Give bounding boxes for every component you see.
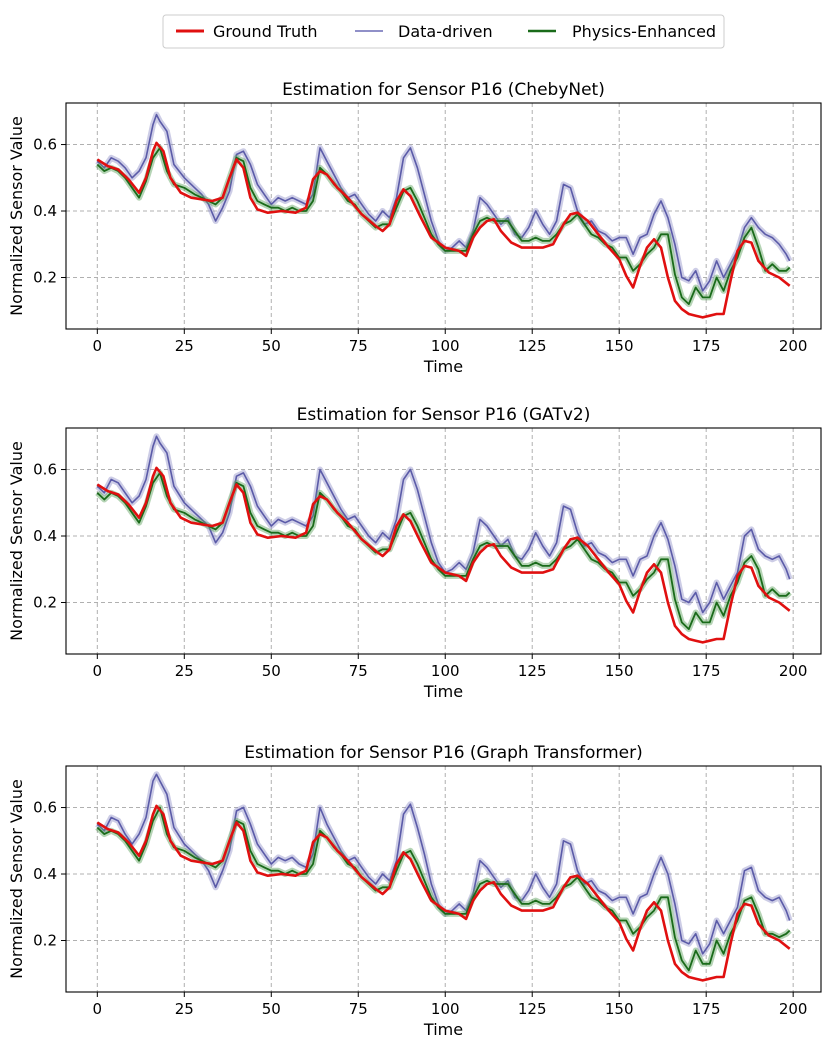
x-tick-label: 100: [431, 1000, 460, 1018]
x-tick-label: 100: [431, 337, 460, 355]
y-axis-label: Normalized Sensor Value: [7, 779, 26, 979]
series-band-data-driven: [95, 771, 793, 957]
y-tick-label: 0.2: [33, 593, 57, 611]
x-tick-label: 0: [93, 1000, 103, 1018]
y-tick-label: 0.2: [33, 268, 57, 286]
x-axis-label: Time: [423, 1020, 463, 1039]
legend-label-data-driven: Data-driven: [398, 22, 493, 41]
x-tick-label: 100: [431, 662, 460, 680]
legend-label-physics-enhanced: Physics-Enhanced: [572, 22, 716, 41]
y-tick-label: 0.2: [33, 931, 57, 949]
x-tick-label: 0: [93, 662, 103, 680]
legend-frame: [162, 14, 725, 49]
x-tick-label: 150: [605, 337, 634, 355]
x-tick-label: 75: [349, 662, 368, 680]
y-tick-label: 0.6: [33, 461, 57, 479]
grid: [66, 428, 821, 654]
y-axis-label: Normalized Sensor Value: [7, 441, 26, 641]
y-tick-label: 0.4: [33, 527, 57, 545]
y-tick-label: 0.6: [33, 799, 57, 817]
legend: Ground Truth Data-driven Physics-Enhance…: [162, 14, 725, 49]
plot-frame: [65, 102, 822, 330]
x-axis-label: Time: [423, 357, 463, 376]
grid: [66, 103, 821, 329]
x-tick-label: 200: [779, 337, 808, 355]
x-axis-label: Time: [423, 682, 463, 701]
series-line-ground-truth: [96, 466, 791, 644]
series-line-physics-enhanced: [96, 471, 791, 630]
x-tick-label: 0: [93, 337, 103, 355]
legend-label-ground-truth: Ground Truth: [213, 22, 318, 41]
x-tick-label: 175: [692, 662, 721, 680]
chart-title: Estimation for Sensor P16 (Graph Transfo…: [244, 743, 643, 763]
x-tick-label: 125: [518, 337, 547, 355]
series-band-physics-enhanced: [95, 804, 792, 974]
chart-panel-3: Estimation for Sensor P16 (Graph Transfo…: [7, 743, 822, 1039]
x-tick-label: 150: [605, 1000, 634, 1018]
x-tick-label: 200: [779, 662, 808, 680]
grid: [66, 766, 821, 992]
series-line-physics-enhanced: [96, 146, 791, 306]
series-line-ground-truth: [96, 141, 791, 319]
x-tick-label: 25: [175, 1000, 194, 1018]
x-tick-label: 75: [349, 337, 368, 355]
x-tick-label: 125: [518, 1000, 547, 1018]
y-axis-label: Normalized Sensor Value: [7, 116, 26, 316]
series-line-physics-enhanced: [96, 806, 791, 972]
series-band-physics-enhanced: [95, 469, 792, 633]
x-tick-label: 50: [262, 662, 281, 680]
series-line-ground-truth: [96, 804, 791, 982]
x-tick-label: 175: [692, 337, 721, 355]
chart-title: Estimation for Sensor P16 (GATv2): [297, 405, 591, 425]
x-tick-label: 50: [262, 1000, 281, 1018]
panels: Estimation for Sensor P16 (ChebyNet) 0 25 5…: [7, 80, 822, 1039]
x-tick-label: 150: [605, 662, 634, 680]
y-tick-label: 0.6: [33, 136, 57, 154]
plot-frame: [65, 765, 822, 993]
chart-panel-2: Estimation for Sensor P16 (GATv2) 0 25 50 75…: [7, 405, 822, 701]
x-tick-label: 75: [349, 1000, 368, 1018]
series-band-data-driven: [95, 111, 793, 294]
y-tick-label: 0.4: [33, 202, 57, 220]
plot-frame: [65, 427, 822, 655]
x-tick-label: 200: [779, 1000, 808, 1018]
y-tick-label: 0.4: [33, 865, 57, 883]
x-tick-label: 125: [518, 662, 547, 680]
x-tick-label: 25: [175, 337, 194, 355]
chart-panel-1: Estimation for Sensor P16 (ChebyNet) 0 25 5…: [7, 80, 822, 376]
x-tick-label: 50: [262, 337, 281, 355]
chart-title: Estimation for Sensor P16 (ChebyNet): [282, 80, 605, 100]
x-tick-label: 25: [175, 662, 194, 680]
x-tick-label: 175: [692, 1000, 721, 1018]
series-line-data-driven: [96, 113, 791, 292]
